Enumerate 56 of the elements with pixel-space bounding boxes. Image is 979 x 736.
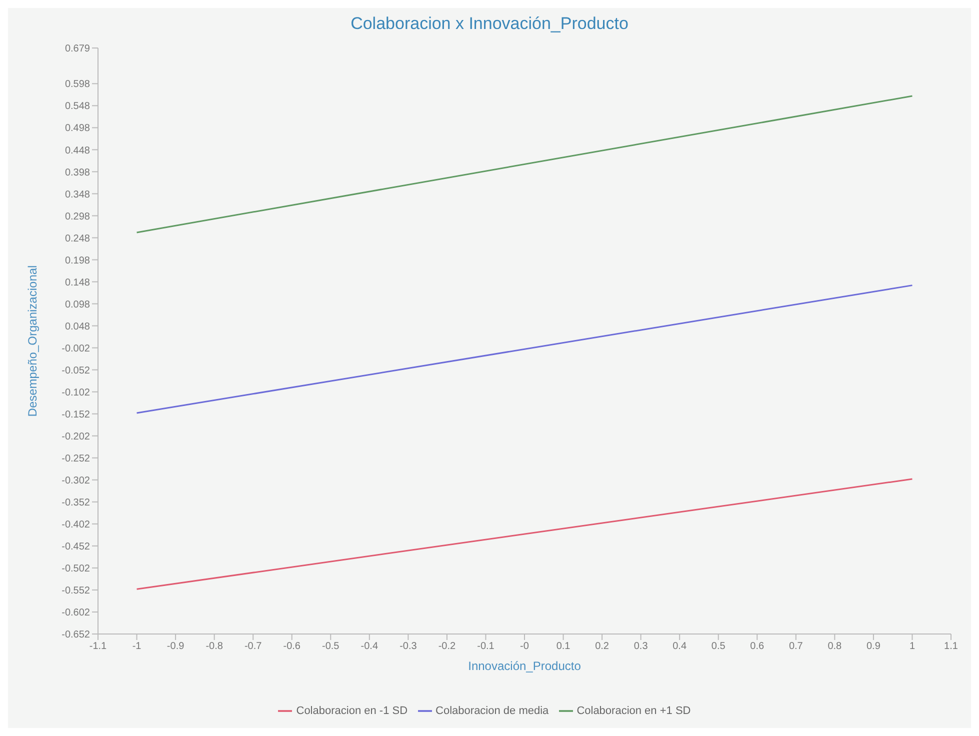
x-tick-label: -0.4: [360, 641, 378, 652]
x-tick-label: 0.8: [828, 641, 842, 652]
x-tick-label: -0.8: [206, 641, 224, 652]
y-axis-title: Desempeño_Organizacional: [25, 265, 40, 417]
y-tick-label: -0.102: [62, 387, 90, 398]
y-tick-label: 0.098: [64, 299, 90, 310]
legend-label: Colaboracion en +1 SD: [576, 704, 691, 717]
x-tick-label: -1.1: [89, 641, 108, 652]
y-tick-label: -0.152: [62, 409, 90, 420]
y-tick-label: 0.679: [64, 44, 90, 55]
x-tick-label: -0.2: [438, 641, 456, 652]
y-tick-label: 0.048: [64, 321, 90, 332]
x-tick-label: 0.5: [711, 641, 726, 652]
y-tick-label: -0.202: [62, 431, 90, 442]
y-tick-label: -0.252: [62, 453, 90, 464]
x-tick-label: 0.6: [750, 641, 765, 652]
y-tick-label: -0.552: [62, 586, 90, 597]
y-tick-label: -0.352: [62, 497, 90, 508]
y-tick-label: 0.448: [64, 145, 90, 156]
x-tick-label: 0.4: [672, 641, 687, 652]
x-tick-label: 0.9: [866, 641, 881, 652]
x-tick-label: -1: [132, 641, 142, 652]
y-tick-label: -0.602: [62, 608, 90, 619]
y-tick-label: 0.248: [64, 233, 90, 244]
x-tick-label: -0.3: [400, 641, 418, 652]
x-axis-title: Innovación_Producto: [468, 659, 582, 673]
y-tick-label: 0.398: [64, 167, 90, 178]
x-tick-label: -0.5: [322, 641, 340, 652]
y-tick-label: 0.548: [64, 101, 90, 112]
y-tick-label: -0.002: [62, 343, 90, 354]
x-tick-label: -0: [520, 641, 530, 652]
y-tick-label: 0.348: [64, 189, 90, 200]
y-tick-label: 0.598: [64, 79, 90, 90]
x-tick-label: -0.9: [166, 641, 185, 652]
y-tick-label: 0.148: [64, 277, 90, 288]
y-tick-label: -0.302: [62, 475, 90, 486]
chart-title: Colaboracion x Innovación_Producto: [350, 13, 630, 35]
legend-label: Colaboracion de media: [436, 704, 549, 717]
y-tick-label: -0.652: [62, 630, 90, 641]
y-tick-label: -0.452: [62, 541, 90, 552]
x-tick-label: -0.1: [477, 641, 495, 652]
y-tick-label: -0.402: [62, 519, 90, 530]
y-tick-label: 0.198: [64, 255, 90, 266]
x-tick-label: 0.1: [556, 641, 571, 652]
legend-label: Colaboracion en -1 SD: [296, 704, 408, 717]
y-tick-label: 0.298: [64, 211, 90, 222]
x-tick-label: 1: [909, 641, 916, 652]
x-tick-label: 0.3: [634, 641, 648, 652]
y-tick-label: 0.498: [64, 123, 90, 134]
x-tick-label: 1.1: [944, 641, 958, 652]
y-tick-label: -0.502: [62, 564, 90, 575]
x-tick-label: -0.7: [244, 641, 262, 652]
x-tick-label: -0.6: [283, 641, 301, 652]
x-tick-label: 0.2: [595, 641, 610, 652]
x-tick-label: 0.7: [788, 641, 804, 652]
y-tick-label: -0.052: [62, 365, 90, 376]
